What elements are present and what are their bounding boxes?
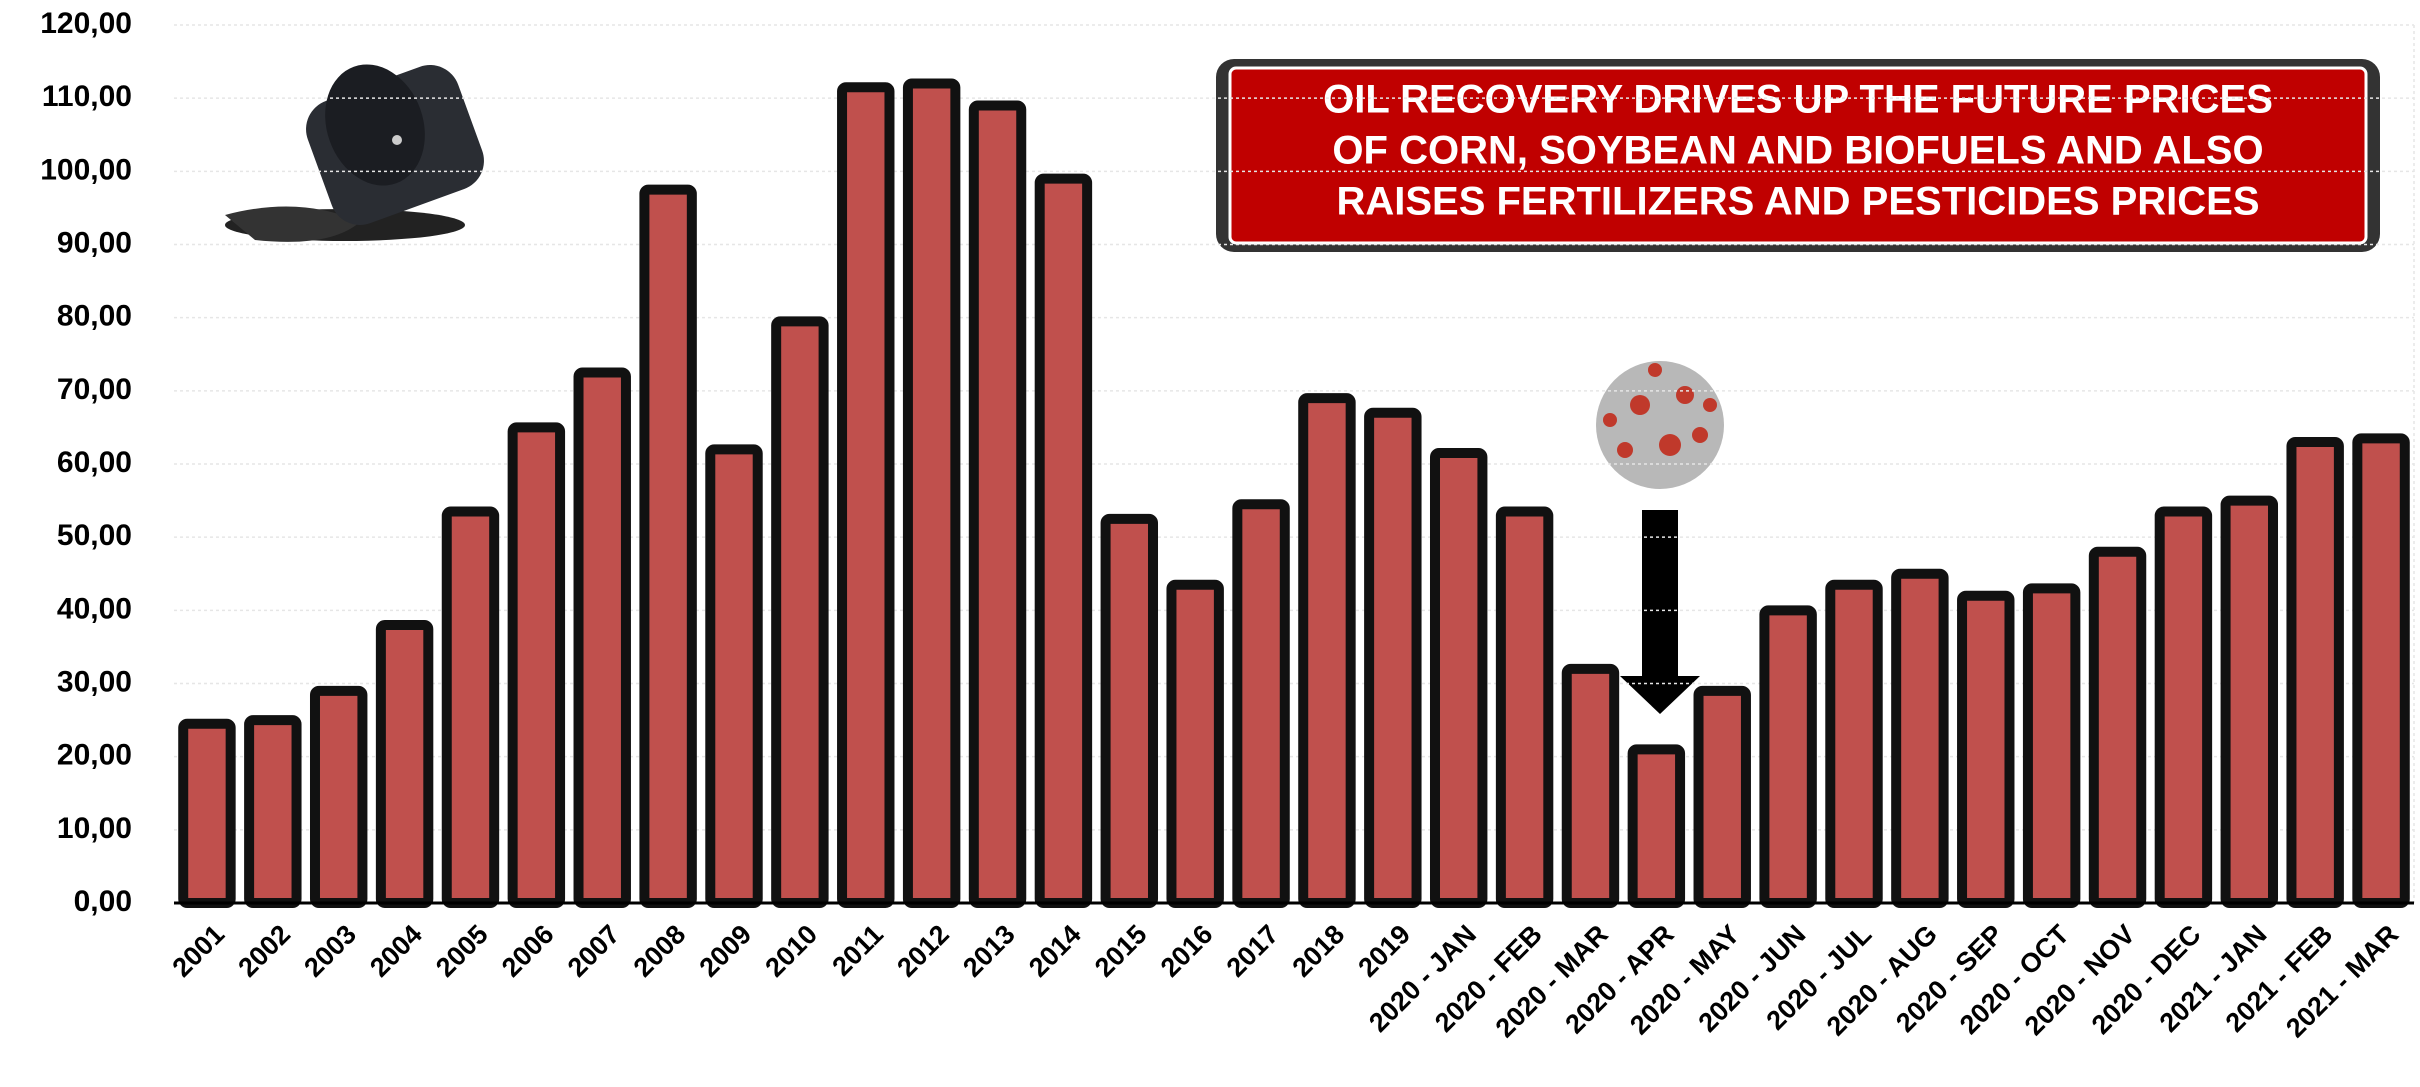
x-tick-label: 2002 bbox=[232, 919, 296, 983]
x-tick-label: 2008 bbox=[628, 919, 692, 983]
y-tick-label: 110,00 bbox=[42, 80, 132, 113]
y-tick-label: 70,00 bbox=[57, 373, 132, 406]
x-tick-label: 2012 bbox=[891, 919, 955, 983]
oil-barrel-illustration bbox=[225, 64, 484, 242]
x-tick-label: 2015 bbox=[1089, 919, 1153, 983]
bar bbox=[375, 619, 434, 908]
x-tick-label: 2004 bbox=[364, 919, 428, 983]
bar bbox=[2088, 546, 2147, 908]
annotation-line: OIL RECOVERY DRIVES UP THE FUTURE PRICES bbox=[1323, 78, 2273, 122]
bar bbox=[1891, 568, 1949, 908]
y-tick-label: 10,00 bbox=[57, 812, 132, 845]
x-tick-label: 2003 bbox=[298, 919, 362, 983]
bar bbox=[1100, 513, 1159, 908]
bar bbox=[441, 506, 500, 908]
y-tick-label: 120,00 bbox=[40, 7, 132, 40]
x-tick-label: 2018 bbox=[1287, 919, 1351, 983]
bar bbox=[573, 367, 631, 908]
bar bbox=[2022, 583, 2081, 909]
bar bbox=[309, 685, 368, 908]
annotation-box: OIL RECOVERY DRIVES UP THE FUTURE PRICES… bbox=[1216, 59, 2380, 252]
bar bbox=[507, 422, 566, 908]
bar bbox=[1825, 579, 1883, 908]
x-tick-label: 2007 bbox=[562, 919, 626, 983]
bar bbox=[1627, 744, 1686, 908]
bar bbox=[1957, 590, 2015, 908]
x-tick-label: 2001 bbox=[167, 919, 231, 983]
annotation-line: RAISES FERTILIZERS AND PESTICIDES PRICES bbox=[1336, 180, 2259, 224]
y-tick-label: 90,00 bbox=[57, 226, 132, 259]
bar bbox=[1232, 499, 1290, 908]
y-tick-label: 30,00 bbox=[57, 665, 132, 698]
x-tick-label: 2006 bbox=[496, 919, 560, 983]
bar bbox=[2352, 433, 2410, 908]
bar bbox=[705, 444, 763, 908]
y-tick-label: 80,00 bbox=[57, 300, 132, 333]
y-tick-label: 60,00 bbox=[57, 446, 132, 479]
bar bbox=[178, 718, 236, 908]
bar bbox=[244, 715, 302, 908]
annotation-line: OF CORN, SOYBEAN AND BIOFUELS AND ALSO bbox=[1332, 129, 2263, 173]
bar bbox=[968, 100, 1027, 908]
bar bbox=[1298, 393, 1356, 908]
bar bbox=[2154, 506, 2213, 908]
down-arrow bbox=[1620, 510, 1700, 714]
bar bbox=[1166, 579, 1224, 908]
x-tick-label: 2009 bbox=[694, 919, 758, 983]
bar bbox=[1034, 173, 1093, 908]
bar bbox=[1759, 605, 1817, 908]
virus-illustration bbox=[1596, 361, 1724, 489]
bar bbox=[639, 184, 697, 908]
x-tick-label: 2010 bbox=[759, 919, 823, 983]
bar bbox=[1561, 663, 1620, 908]
x-tick-label: 2005 bbox=[430, 919, 494, 983]
y-tick-label: 0,00 bbox=[74, 885, 132, 918]
bar bbox=[2220, 495, 2279, 908]
bar bbox=[771, 316, 829, 908]
bar bbox=[1693, 685, 1751, 908]
bar bbox=[902, 78, 961, 909]
x-tick-label: 2013 bbox=[957, 919, 1021, 983]
x-tick-label: 2016 bbox=[1155, 919, 1219, 983]
bar bbox=[1364, 407, 1422, 908]
x-tick-label: 2017 bbox=[1221, 919, 1285, 983]
x-tick-label: 2014 bbox=[1023, 919, 1087, 983]
bar bbox=[837, 82, 895, 909]
y-tick-label: 50,00 bbox=[57, 519, 132, 552]
y-tick-label: 20,00 bbox=[57, 739, 132, 772]
bar bbox=[1429, 448, 1488, 908]
bar bbox=[1495, 506, 1554, 908]
x-tick-label: 2011 bbox=[826, 919, 889, 982]
y-tick-label: 100,00 bbox=[40, 153, 132, 186]
y-tick-label: 40,00 bbox=[57, 592, 132, 625]
bar bbox=[2286, 437, 2344, 908]
